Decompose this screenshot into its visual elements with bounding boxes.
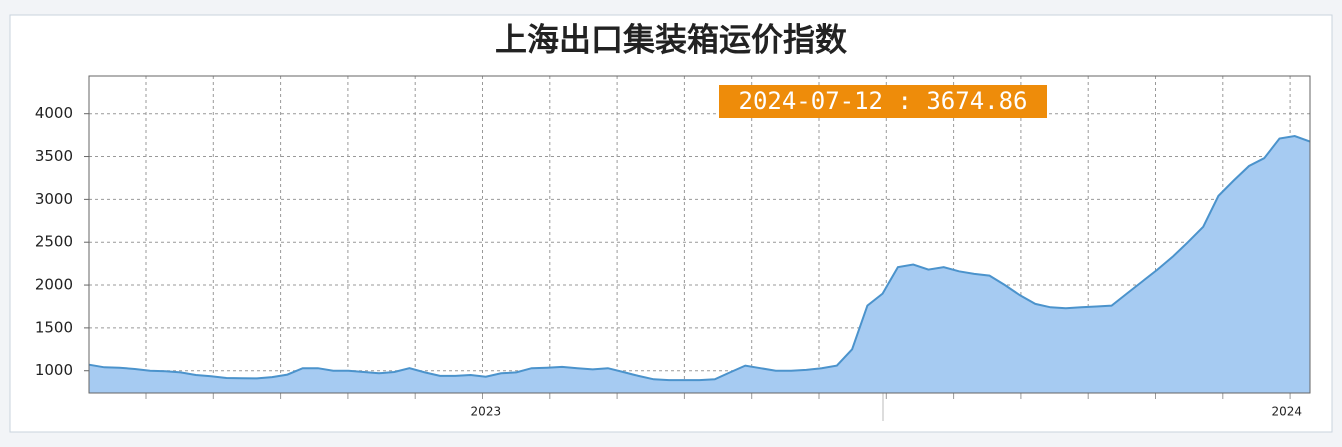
chart-title: 上海出口集装箱运价指数 — [495, 21, 848, 59]
y-tick-label: 1500 — [35, 318, 73, 336]
x-tick-label: 2023 — [471, 405, 502, 419]
annotation: 2024-07-12 : 3674.86 — [739, 87, 1028, 115]
annotation-box — [719, 85, 1047, 118]
y-tick-label: 2000 — [35, 276, 73, 294]
x-tick-label: 2024 — [1271, 405, 1302, 419]
y-tick-label: 3000 — [35, 190, 73, 208]
y-tick-label: 4000 — [35, 104, 73, 122]
area — [89, 136, 1310, 393]
y-tick-label: 2500 — [35, 233, 73, 251]
y-tick-label: 3500 — [35, 147, 73, 165]
line — [88, 134, 1311, 382]
plot-frame — [88, 75, 1311, 394]
y-tick-label: 1000 — [35, 361, 73, 379]
